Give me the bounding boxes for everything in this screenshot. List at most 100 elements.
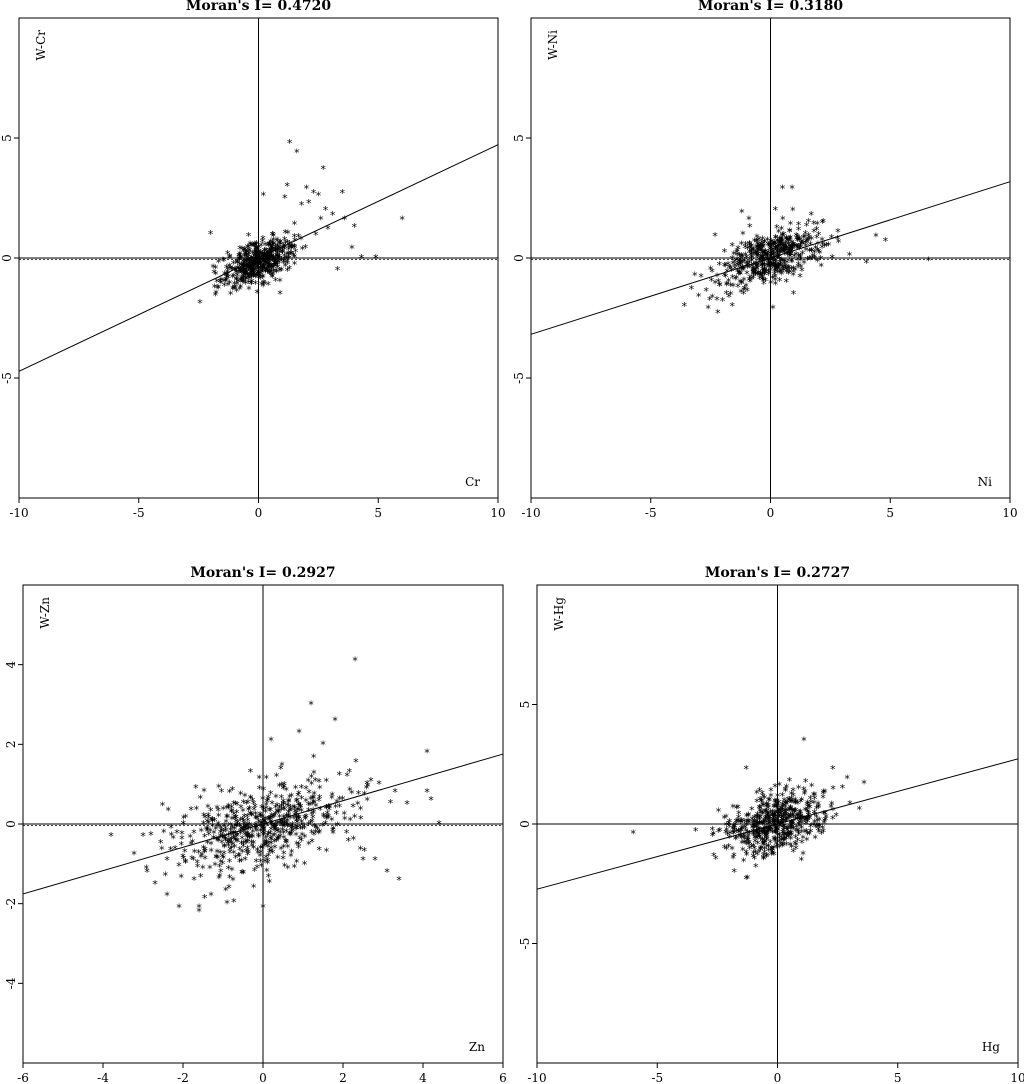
data-point: * <box>756 255 763 268</box>
data-point: * <box>254 262 261 275</box>
data-point: * <box>798 813 805 826</box>
data-point: * <box>777 260 784 273</box>
data-point: * <box>771 262 778 275</box>
data-point: * <box>261 278 268 291</box>
data-point: * <box>373 252 380 265</box>
data-point: * <box>272 258 279 271</box>
data-point: * <box>238 267 245 280</box>
data-point: * <box>779 268 786 281</box>
data-point: * <box>709 830 716 843</box>
data-point: * <box>797 271 804 284</box>
data-point: * <box>291 861 298 874</box>
data-point: * <box>779 827 786 840</box>
data-point: * <box>760 250 767 263</box>
data-point: * <box>252 801 259 814</box>
data-point: * <box>349 242 356 255</box>
data-point: * <box>748 250 755 263</box>
data-point: * <box>799 837 806 850</box>
data-point: * <box>778 819 785 832</box>
data-point: * <box>287 805 294 818</box>
data-point: * <box>245 242 252 255</box>
data-point: * <box>731 866 738 879</box>
data-point: * <box>271 811 278 824</box>
data-point: * <box>233 267 240 280</box>
data-point: * <box>774 796 781 809</box>
data-point: * <box>269 240 276 253</box>
data-point: * <box>294 795 301 808</box>
data-point: * <box>763 812 770 825</box>
data-point: * <box>811 226 818 239</box>
data-point: * <box>734 816 741 829</box>
data-point: * <box>259 842 266 855</box>
data-point: * <box>798 238 805 251</box>
data-point: * <box>787 803 794 816</box>
data-point: * <box>749 244 756 257</box>
data-point: * <box>280 803 287 816</box>
data-point: * <box>309 808 316 821</box>
data-point: * <box>746 275 753 288</box>
data-point: * <box>253 243 260 256</box>
data-point: * <box>245 230 252 243</box>
data-point: * <box>260 830 267 843</box>
data-point: * <box>807 826 814 839</box>
data-point: * <box>236 250 243 263</box>
data-point: * <box>721 246 728 259</box>
data-point: * <box>779 839 786 852</box>
data-point: * <box>770 806 777 819</box>
data-point: * <box>270 238 277 251</box>
data-point: * <box>215 821 222 834</box>
data-point: * <box>249 256 256 269</box>
data-point: * <box>267 250 274 263</box>
data-point: * <box>295 799 302 812</box>
data-point: * <box>765 812 772 825</box>
data-point: * <box>262 255 269 268</box>
data-point: * <box>307 799 314 812</box>
data-point: * <box>743 820 750 833</box>
data-point: * <box>238 259 245 272</box>
data-point: * <box>253 255 260 268</box>
data-point: * <box>758 260 765 273</box>
data-point: * <box>787 245 794 258</box>
data-point: * <box>833 810 840 823</box>
data-point: * <box>821 816 828 829</box>
data-point: * <box>729 300 736 313</box>
data-point: * <box>745 833 752 846</box>
data-point: * <box>734 247 741 260</box>
data-point: * <box>806 813 813 826</box>
data-point: * <box>767 265 774 278</box>
data-point: * <box>242 821 249 834</box>
data-point: * <box>773 266 780 279</box>
data-point: * <box>770 239 777 252</box>
data-point: * <box>807 802 814 815</box>
data-point: * <box>731 850 738 863</box>
data-point: * <box>790 239 797 252</box>
data-point: * <box>248 837 255 850</box>
data-point: * <box>255 831 262 844</box>
data-point: * <box>276 242 283 255</box>
data-point: * <box>760 242 767 255</box>
data-point: * <box>288 829 295 842</box>
data-point: * <box>268 247 275 260</box>
data-point: * <box>256 252 263 265</box>
data-point: * <box>308 699 315 712</box>
data-point: * <box>752 265 759 278</box>
data-point: * <box>780 840 787 853</box>
data-point: * <box>251 249 258 262</box>
data-point: * <box>739 262 746 275</box>
data-point: * <box>750 821 757 834</box>
data-point: * <box>747 243 754 256</box>
data-point: * <box>392 786 399 799</box>
data-point: * <box>775 242 782 255</box>
data-point: * <box>257 825 264 838</box>
data-point: * <box>750 244 757 257</box>
data-point: * <box>320 812 327 825</box>
data-point: * <box>248 252 255 265</box>
data-point: * <box>180 851 187 864</box>
data-point: * <box>771 237 778 250</box>
data-point: * <box>771 238 778 251</box>
data-point: * <box>819 823 826 836</box>
data-point: * <box>761 819 768 832</box>
data-point: * <box>759 257 766 270</box>
data-point: * <box>785 810 792 823</box>
data-point: * <box>252 254 259 267</box>
